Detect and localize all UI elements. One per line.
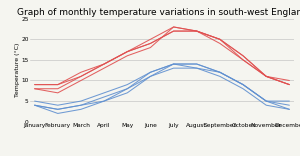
- Title: Graph of monthly temperature variations in south-west England: Graph of monthly temperature variations …: [16, 7, 300, 17]
- Y-axis label: Temperature (°C): Temperature (°C): [15, 43, 20, 97]
